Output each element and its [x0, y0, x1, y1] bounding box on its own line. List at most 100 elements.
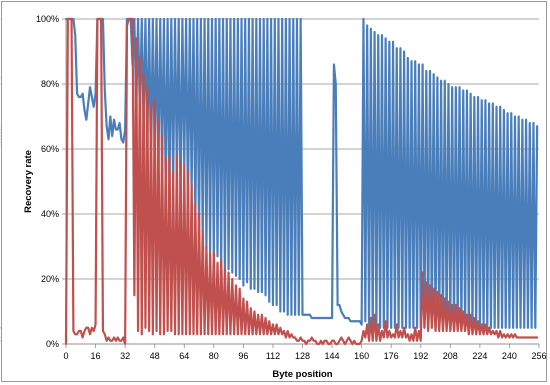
- series-1-point: [274, 18, 276, 20]
- series-2-point: [261, 314, 263, 316]
- series-2-point: [514, 333, 516, 335]
- series-1-point: [433, 73, 435, 75]
- series-1-point: [407, 57, 409, 59]
- series-2-point: [159, 333, 161, 335]
- series-1-point: [363, 18, 364, 20]
- series-1-point: [516, 327, 518, 329]
- series-2-point: [154, 99, 156, 101]
- series-2-point: [403, 327, 405, 329]
- series-1-point: [102, 18, 104, 20]
- series-1-point: [414, 60, 416, 62]
- series-1-point: [377, 34, 379, 36]
- series-1-point: [329, 317, 331, 319]
- series-2-point: [503, 333, 505, 335]
- series-1-point: [196, 18, 198, 20]
- series-1-line: [64, 17, 539, 329]
- series-2-point: [233, 333, 235, 335]
- series-1-point: [207, 18, 209, 20]
- series-1-point: [89, 86, 91, 88]
- series-1-point: [156, 18, 157, 20]
- series-2-point: [169, 155, 170, 156]
- series-2-point: [132, 18, 133, 20]
- series-2-point: [217, 262, 218, 264]
- series-1-point: [159, 18, 161, 20]
- series-1-point: [141, 18, 143, 20]
- series-2-point: [501, 337, 503, 338]
- series-2-point: [488, 327, 490, 329]
- series-2-point: [226, 333, 228, 335]
- series-1-point: [302, 314, 303, 316]
- series-2-point: [440, 294, 442, 296]
- series-1-point: [510, 112, 512, 114]
- series-2-point: [80, 330, 82, 332]
- series-2-point: [394, 337, 396, 338]
- series-1-point: [342, 314, 344, 316]
- x-tick-label: 112: [266, 351, 280, 361]
- series-2-point: [534, 337, 536, 338]
- series-1-point: [370, 28, 372, 30]
- series-2-point: [218, 333, 220, 335]
- series-1-point: [248, 18, 250, 20]
- series-2-point: [444, 298, 446, 299]
- series-2-point: [374, 314, 375, 316]
- series-2-point: [490, 333, 492, 335]
- series-2-point: [346, 340, 348, 342]
- series-2-point: [355, 343, 357, 345]
- series-2-point: [486, 333, 488, 335]
- series-2-point: [248, 333, 250, 335]
- series-2-point: [244, 333, 246, 335]
- series-2-point: [239, 288, 241, 290]
- series-1-point: [95, 93, 96, 95]
- series-1-point: [361, 324, 363, 325]
- series-1-point: [346, 317, 348, 319]
- series-2-point: [359, 343, 361, 345]
- series-2-point: [213, 252, 215, 254]
- series-1-point: [529, 122, 531, 124]
- series-2-point: [246, 301, 248, 303]
- series-2-point: [207, 333, 209, 335]
- series-1-point: [451, 86, 453, 88]
- series-2-point: [71, 18, 72, 20]
- series-1-point: [283, 311, 285, 312]
- series-2-point: [163, 333, 165, 335]
- series-2-point: [516, 337, 518, 338]
- series-1-point: [193, 18, 194, 20]
- series-1-point: [364, 320, 366, 322]
- series-2-point: [307, 340, 309, 342]
- series-2-point: [368, 340, 370, 342]
- x-tick-label: 0: [63, 351, 68, 361]
- series-2-point: [93, 330, 95, 332]
- series-1-point: [292, 18, 294, 20]
- series-2-point: [292, 337, 294, 338]
- series-2-point: [272, 324, 274, 325]
- series-2-point: [414, 327, 416, 329]
- series-2-point: [278, 333, 279, 335]
- series-1-point: [137, 18, 139, 20]
- series-2-point: [69, 18, 71, 20]
- series-1-point: [167, 18, 169, 20]
- series-2-point: [344, 343, 346, 345]
- series-1-point: [272, 304, 274, 306]
- series-2-point: [296, 340, 298, 342]
- series-1-point: [222, 18, 224, 20]
- series-2-point: [363, 330, 364, 332]
- series-2-point: [198, 213, 200, 215]
- series-1-point: [512, 327, 514, 329]
- series-2-point: [477, 320, 479, 322]
- series-2-point: [366, 324, 368, 325]
- series-1-point: [111, 135, 113, 137]
- series-2-point: [438, 330, 440, 332]
- series-2-point: [130, 18, 132, 20]
- series-2-point: [509, 337, 510, 338]
- series-2-point: [320, 340, 322, 342]
- series-1-point: [266, 18, 268, 20]
- series-1-point: [211, 18, 213, 20]
- y-axis-title: Recovery rate: [23, 150, 34, 213]
- series-2-point: [523, 337, 525, 338]
- series-1-point: [233, 18, 235, 20]
- series-2-point: [425, 281, 427, 283]
- series-2-point: [237, 333, 239, 335]
- series-2-point: [520, 337, 521, 338]
- series-1-point: [333, 64, 335, 65]
- series-2-point: [496, 330, 497, 332]
